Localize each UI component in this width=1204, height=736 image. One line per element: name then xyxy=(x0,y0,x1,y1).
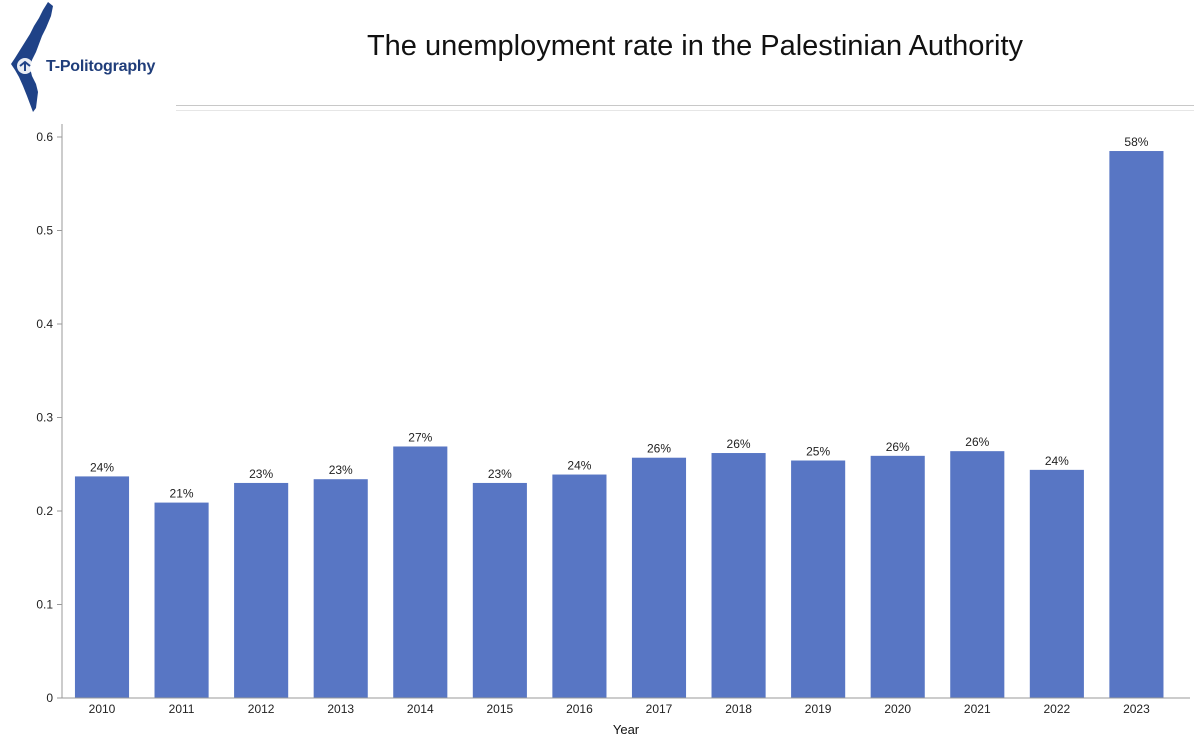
x-axis-title: Year xyxy=(613,722,640,736)
data-label: 23% xyxy=(329,463,353,477)
x-tick-label: 2017 xyxy=(646,702,673,716)
x-tick-label: 2022 xyxy=(1044,702,1071,716)
x-tick-label: 2010 xyxy=(89,702,116,716)
y-tick-label: 0.2 xyxy=(36,504,53,518)
y-axis: 0 0.1 0.2 0.3 0.4 0.5 0.6 xyxy=(36,124,63,705)
bar xyxy=(393,446,448,698)
bar xyxy=(1029,469,1084,698)
data-label: 23% xyxy=(249,467,273,481)
logo-text: T-Politography xyxy=(46,58,156,75)
chart-frame-divider xyxy=(176,105,1194,111)
x-tick-label: 2014 xyxy=(407,702,434,716)
x-tick-label: 2016 xyxy=(566,702,593,716)
y-tick-label: 0.3 xyxy=(36,411,53,425)
y-tick-label: 0 xyxy=(46,691,53,705)
data-label: 24% xyxy=(567,459,591,473)
x-tick-label: 2019 xyxy=(805,702,832,716)
x-tick-label: 2018 xyxy=(725,702,752,716)
map-silhouette-icon xyxy=(11,2,53,112)
x-tick-label: 2012 xyxy=(248,702,275,716)
bar xyxy=(313,479,368,698)
data-label: 26% xyxy=(727,437,751,451)
x-tick-label: 2011 xyxy=(169,702,195,716)
x-tick-label: 2021 xyxy=(964,702,991,716)
bar xyxy=(472,482,527,698)
x-tick-label: 2013 xyxy=(327,702,354,716)
data-label: 24% xyxy=(1045,454,1069,468)
data-label: 26% xyxy=(886,440,910,454)
data-label: 26% xyxy=(647,442,671,456)
x-tick-label: 2020 xyxy=(884,702,911,716)
bar xyxy=(234,482,289,698)
y-tick-label: 0.6 xyxy=(36,130,53,144)
y-tick-label: 0.4 xyxy=(36,317,53,331)
bars-group: 24% 21% 23% 23% 27% 23% 24% 26% 26% 25% 26% 26% 24% 5… xyxy=(74,135,1164,698)
bar xyxy=(74,476,130,698)
x-tick-label: 2023 xyxy=(1123,702,1150,716)
data-label: 27% xyxy=(408,430,432,444)
data-label: 24% xyxy=(90,460,114,474)
y-tick-label: 0.1 xyxy=(36,598,53,612)
data-label: 23% xyxy=(488,467,512,481)
bar xyxy=(631,457,687,698)
bar xyxy=(791,460,846,698)
x-tick-label: 2015 xyxy=(487,702,514,716)
bar xyxy=(1109,151,1164,698)
x-axis: 2010 2011 2012 2013 2014 2015 2016 2017 2018 2019… xyxy=(62,697,1190,716)
data-label: 21% xyxy=(170,487,194,501)
bar xyxy=(552,474,607,698)
bar xyxy=(870,455,925,698)
t-politography-logo xyxy=(11,2,53,112)
page-title: The unemployment rate in the Palestinian… xyxy=(366,30,1024,62)
bar xyxy=(950,451,1005,698)
y-tick-label: 0.5 xyxy=(36,224,53,238)
data-label: 26% xyxy=(965,435,989,449)
bar xyxy=(154,502,209,698)
data-label: 25% xyxy=(806,445,830,459)
data-label: 58% xyxy=(1124,135,1148,149)
bar xyxy=(711,453,766,698)
